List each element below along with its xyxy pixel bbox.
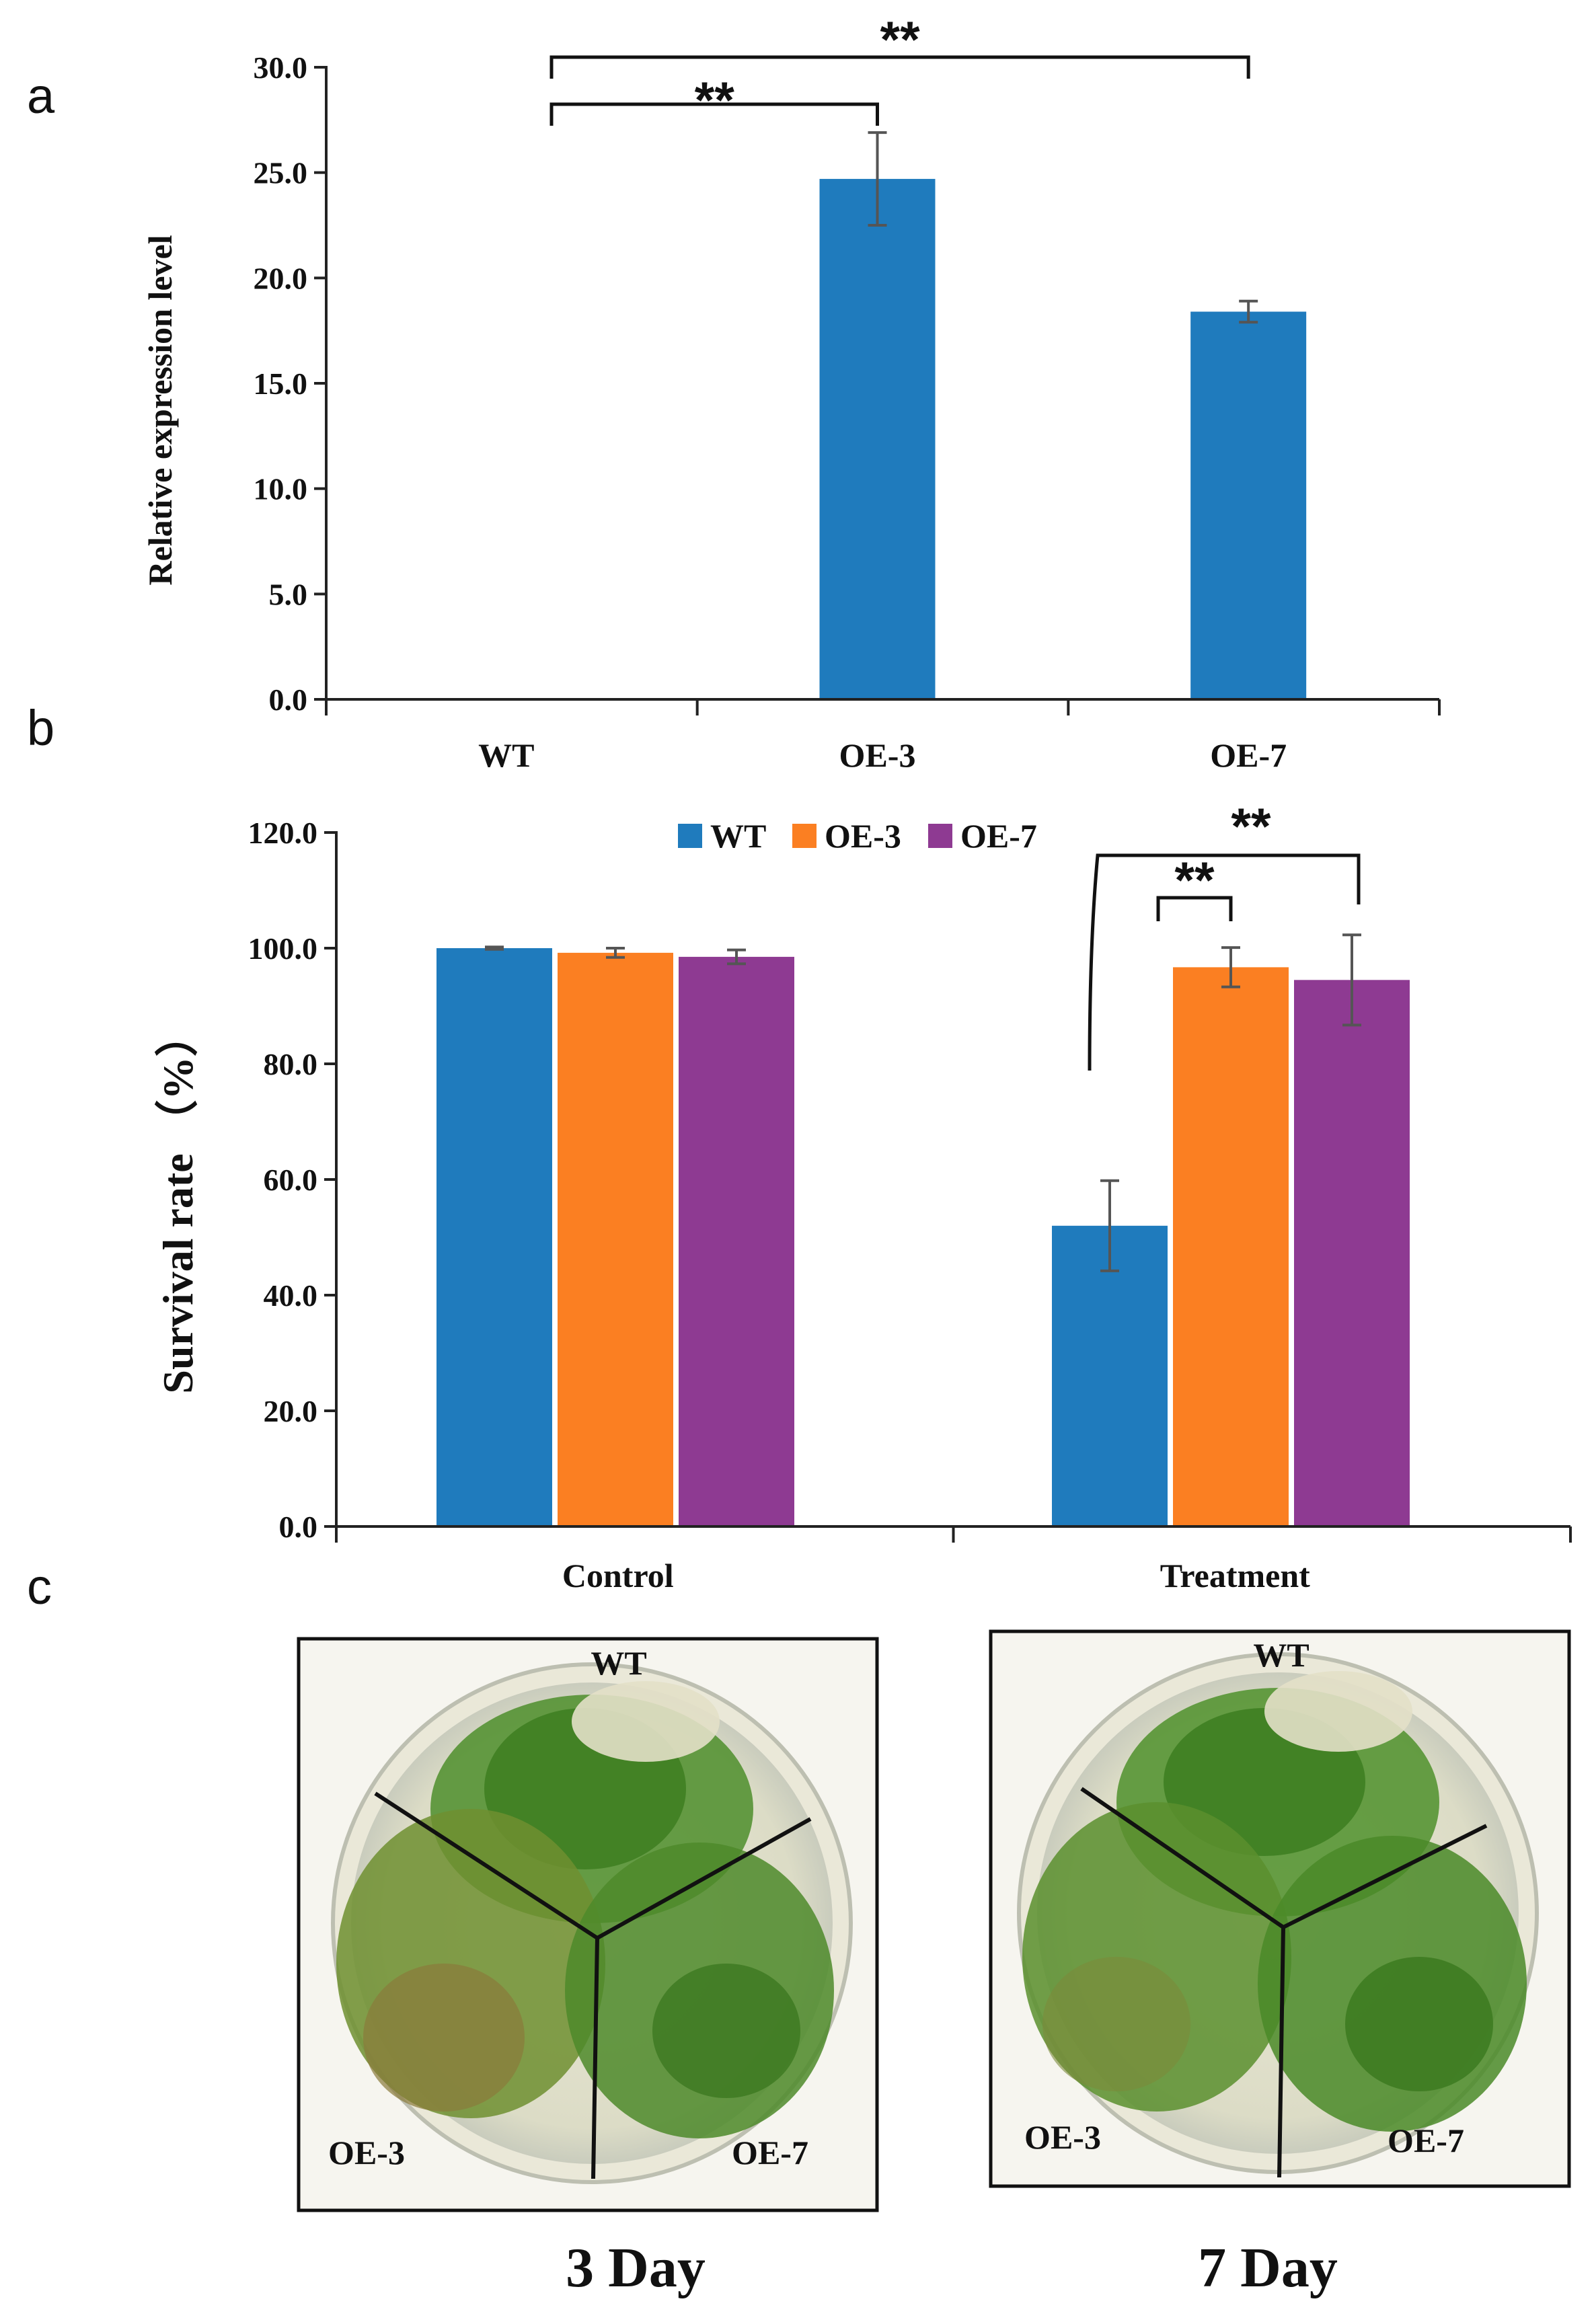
chart-b-significance-label: ** [1174, 852, 1215, 909]
chart-b-y-tick-label: 120.0 [248, 816, 318, 850]
plate-photo-3-day: WT OE-3 OE-7 [297, 1637, 879, 2212]
chart-a-significance-bracket [549, 55, 1250, 79]
plate-label-wt: WT [591, 1644, 646, 1682]
chart-a-y-tick-label: 10.0 [254, 472, 308, 506]
chart-b-error-bar [485, 945, 504, 951]
chart-a-y-tick-label: 25.0 [254, 156, 308, 190]
legend-label: WT [710, 817, 766, 855]
chart-a-bar-oe-7 [1190, 311, 1307, 699]
chart-b-bar-control-oe-7 [679, 956, 794, 1526]
chart-b-error-bar [606, 947, 625, 959]
chart-b-error-bar [1342, 933, 1361, 1027]
panel-letter-a: a [27, 68, 55, 124]
chart-a-y-tick-label: 20.0 [254, 261, 308, 295]
day-label-3: 3 Day [566, 2237, 706, 2299]
chart-b-bar-treatment-oe-3 [1173, 967, 1289, 1526]
legend-label: OE-7 [960, 817, 1037, 855]
chart-b-error-bar [1221, 946, 1240, 989]
chart-a-y-axis-title: Relative expression level [141, 235, 179, 585]
chart-a-y-tick-label: 30.0 [254, 50, 308, 85]
chart-a-x-tick-label: WT [478, 736, 534, 774]
chart-a-significance-label: ** [695, 72, 735, 129]
chart-a-y-tick-label: 5.0 [269, 577, 308, 611]
chart-a-y-tick-label: 0.0 [269, 683, 308, 717]
chart-b-error-bar [727, 948, 746, 966]
chart-a-x-tick-label: OE-7 [1210, 736, 1287, 774]
chart-a-y-tick-label: 15.0 [254, 366, 308, 401]
chart-b-y-tick-label: 20.0 [264, 1394, 318, 1428]
chart-b-bar-control-oe-3 [558, 952, 673, 1526]
chart-b-x-tick-label: Control [562, 1557, 674, 1594]
chart-b-bar-treatment-wt [1052, 1225, 1168, 1526]
plate-label-oe7: OE-7 [1388, 2122, 1464, 2159]
chart-b-legend-item-oe-7: OE-7 [928, 817, 1037, 855]
chart-b-significance-label: ** [1231, 798, 1271, 855]
plate-label-oe3: OE-3 [1024, 2118, 1101, 2156]
chart-b-y-tick-label: 40.0 [264, 1278, 318, 1313]
chart-b-significance-bracket [1088, 853, 1361, 1071]
chart-b-y-tick-label: 100.0 [248, 931, 318, 966]
chart-a-significance-bracket [549, 102, 879, 126]
chart-b-bar-control-wt [437, 948, 552, 1526]
chart-b-y-tick-label: 80.0 [264, 1047, 318, 1081]
legend-swatch [678, 824, 702, 848]
plate-label-oe7: OE-7 [732, 2134, 808, 2171]
chart-b-y-tick-label: 60.0 [264, 1163, 318, 1197]
chart-b-legend-item-wt: WT [678, 817, 766, 855]
seedlings [1022, 1671, 1527, 2132]
chart-a-significance-label: ** [880, 11, 921, 69]
chart-b-significance-bracket [1156, 896, 1233, 921]
panel-letter-c: c [27, 1559, 52, 1615]
chart-b-y-tick-label: 0.0 [279, 1510, 318, 1544]
chart-a-error-bar [868, 131, 887, 227]
legend-label: OE-3 [825, 817, 901, 855]
plate-photo-7-day: WT OE-3 OE-7 [989, 1629, 1571, 2188]
panel-letter-b: b [27, 700, 54, 756]
chart-b-error-bar [1100, 1179, 1119, 1272]
chart-a-bar-oe-3 [819, 179, 936, 700]
chart-b-y-axis-title: Survival rate （%） [154, 1013, 202, 1393]
chart-b-x-tick-label: Treatment [1160, 1557, 1310, 1594]
plate-label-wt: WT [1253, 1636, 1309, 1674]
plate-label-oe3: OE-3 [328, 2134, 405, 2171]
chart-a-x-tick-label: OE-3 [839, 736, 916, 774]
day-label-7: 7 Day [1198, 2237, 1338, 2299]
legend-swatch [792, 824, 817, 848]
chart-a: Relative expression level 0.0 5.0 10.0 15.0… [141, 11, 1441, 774]
chart-b-bar-treatment-oe-7 [1294, 980, 1410, 1526]
chart-b-legend-item-oe-3: OE-3 [792, 817, 901, 855]
chart-b: Survival rate （%） 0.0 20.0 40.0 60.0 80.0 100… [154, 798, 1572, 1594]
chart-a-error-bar [1239, 299, 1258, 324]
legend-swatch [928, 824, 952, 848]
